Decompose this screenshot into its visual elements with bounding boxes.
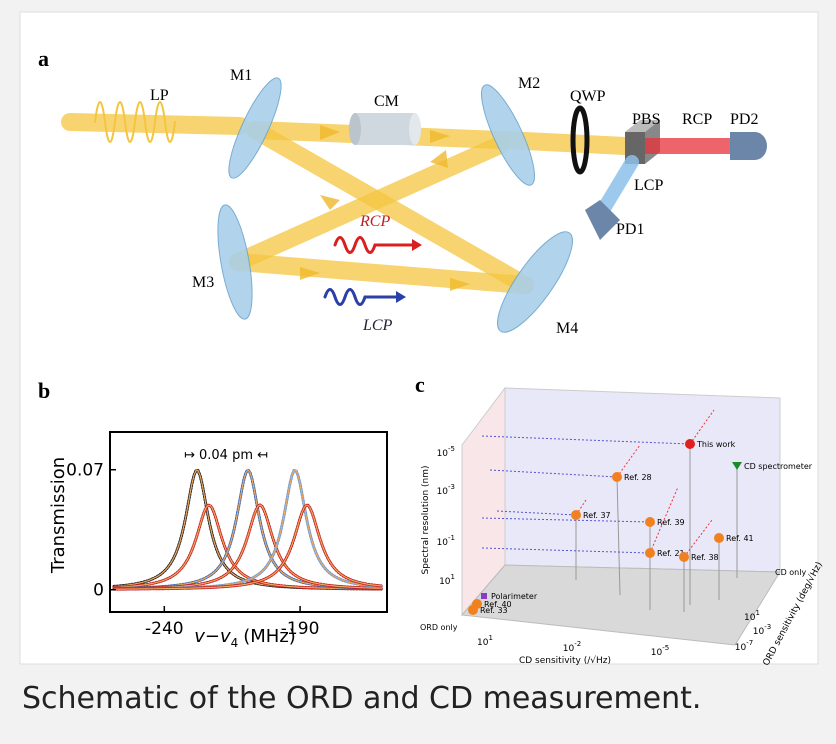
- text-part: 10: [437, 487, 449, 497]
- corner-label: CD only: [775, 568, 806, 577]
- text-part: 10: [477, 638, 489, 648]
- y-axis-label: Transmission: [48, 457, 69, 574]
- label: RCP: [682, 111, 712, 128]
- label: LCP: [634, 177, 663, 194]
- text-part: 4: [231, 636, 239, 650]
- text-part: -5: [662, 644, 669, 652]
- text-part: 10: [735, 643, 747, 653]
- wave-label: RCP: [359, 213, 390, 230]
- point-label: Ref. 21: [657, 549, 685, 558]
- tick-label: 10-7: [735, 639, 753, 653]
- text-part: 10: [439, 577, 451, 587]
- point-label: Ref. 28: [624, 473, 652, 482]
- marker: [645, 517, 655, 527]
- marker: [732, 462, 742, 470]
- text-part: 10: [563, 644, 575, 654]
- point-label: Ref. 41: [726, 534, 754, 543]
- text-part: -2: [574, 640, 581, 648]
- text-part: -7: [746, 639, 753, 647]
- label: CM: [374, 93, 399, 110]
- text-part: 10: [753, 627, 765, 637]
- y-tick-label: 0: [93, 581, 104, 601]
- text-part: 10: [437, 449, 449, 459]
- marker: [571, 510, 581, 520]
- marker: [685, 439, 695, 449]
- tick-label: 10-5: [437, 445, 455, 459]
- tick-label: 10-2: [563, 640, 581, 654]
- tick-label: 101: [477, 634, 493, 648]
- fit-curve: [113, 504, 382, 590]
- plot-frame: [109, 431, 388, 613]
- x-axis-label: v−v4 (MHz): [194, 626, 296, 650]
- marker: [468, 605, 478, 615]
- label: PD1: [616, 221, 644, 238]
- label: LP: [150, 87, 169, 104]
- point-label: Polarimeter: [491, 592, 538, 601]
- tick-label: 10-1: [437, 534, 455, 548]
- marker: [679, 552, 689, 562]
- schematic: [61, 77, 767, 333]
- marker: [645, 548, 655, 558]
- tick-label: 101: [744, 609, 760, 623]
- point-label: Ref. 39: [657, 518, 685, 527]
- point-label: This work: [696, 440, 736, 449]
- y-axis-label: Spectral resolution (nm): [421, 465, 431, 574]
- text-part: (MHz): [243, 626, 296, 647]
- fit-curve: [114, 504, 383, 590]
- tick-label: 101: [439, 573, 455, 587]
- label: PBS: [632, 111, 660, 128]
- panel-label: a: [38, 46, 49, 71]
- text-part: 1: [488, 634, 492, 642]
- x-tick-label: -240: [145, 619, 184, 639]
- point-label: CD spectrometer: [744, 462, 813, 471]
- wave-label: LCP: [362, 317, 393, 334]
- text-part: -1: [448, 534, 455, 542]
- point-label: Ref. 38: [691, 553, 719, 562]
- label: QWP: [570, 88, 606, 105]
- tick-label: 10-3: [753, 623, 771, 637]
- x-axis-label: CD sensitivity (/√Hz): [519, 655, 611, 666]
- annotation: ↦ 0.04 pm ↤: [184, 448, 268, 463]
- panel-label: b: [38, 378, 50, 403]
- tick-label: 10-5: [651, 644, 669, 658]
- caption: Schematic of the ORD and CD measurement.: [22, 681, 701, 716]
- y-tick-label: 0.07: [66, 461, 104, 481]
- text-part: 1: [451, 573, 455, 581]
- panel-label: c: [415, 372, 425, 397]
- label: M4: [556, 320, 578, 337]
- marker: [481, 593, 487, 599]
- marker: [714, 533, 724, 543]
- 3d-box: [461, 386, 781, 646]
- text-part: 10: [651, 648, 663, 658]
- text-part: 10: [744, 613, 756, 623]
- text-part: 1: [755, 609, 759, 617]
- label: M1: [230, 67, 252, 84]
- point-label: Ref. 33: [480, 606, 508, 615]
- text-part: -5: [448, 445, 455, 453]
- x-tick-label: -190: [281, 619, 320, 639]
- tick-label: 10-3: [437, 483, 455, 497]
- text-part: -3: [764, 623, 771, 631]
- label: M2: [518, 75, 540, 92]
- text-part: -3: [448, 483, 455, 491]
- label: M3: [192, 274, 214, 291]
- text-part: 10: [437, 538, 449, 548]
- label: PD2: [730, 111, 758, 128]
- point-label: Ref. 40: [484, 600, 512, 609]
- point-label: Ref. 37: [583, 511, 611, 520]
- text-part: v−v: [194, 626, 231, 647]
- corner-label: ORD only: [420, 623, 458, 632]
- marker: [612, 472, 622, 482]
